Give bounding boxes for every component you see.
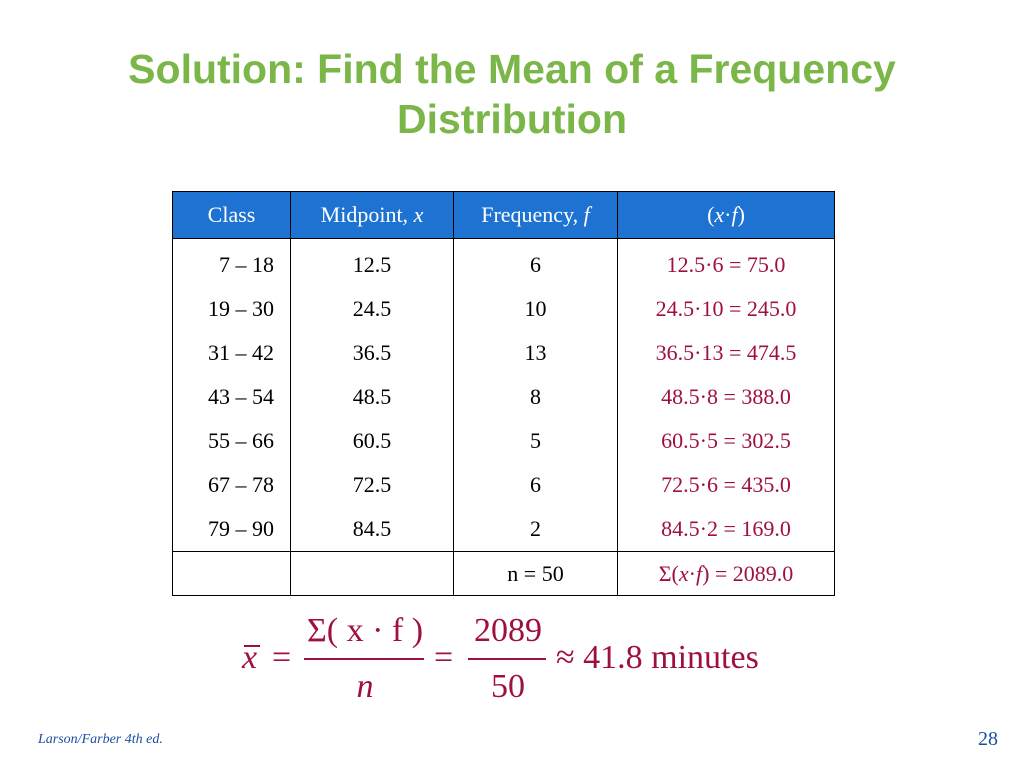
header-product-f: f	[731, 202, 738, 227]
page-number: 28	[978, 728, 998, 750]
cell-frequency: 13	[453, 331, 618, 375]
cell-frequency: 10	[453, 287, 618, 331]
mean-formula: x = Σ( x · f ) n = 2089 50 ≈ 41.8 minute…	[242, 612, 802, 712]
header-class: Class	[172, 191, 291, 239]
cell-empty	[290, 551, 454, 596]
cell-midpoint: 72.5	[290, 463, 454, 507]
cell-class: 79 – 90	[172, 507, 291, 552]
cell-frequency: 2	[453, 507, 618, 552]
table-header-row: Class Midpoint, x Frequency, f (x·f)	[172, 191, 835, 239]
sum-suffix: ) = 2089.0	[702, 560, 794, 586]
header-product-x: x	[714, 202, 725, 227]
table-row: 67 – 78 72.5 6 72.5·6 = 435.0	[172, 463, 835, 507]
cell-total-n: n = 50	[453, 551, 618, 596]
cell-class: 67 – 78	[172, 463, 291, 507]
cell-class: 31 – 42	[172, 331, 291, 375]
header-midpoint-var: x	[413, 202, 424, 227]
header-product-dot: ·	[724, 202, 732, 227]
header-product-open: (	[707, 202, 715, 227]
cell-class: 19 – 30	[172, 287, 291, 331]
cell-product: 24.5·10 = 245.0	[617, 287, 835, 331]
formula-fraction-bar-1	[304, 658, 424, 660]
cell-midpoint: 36.5	[290, 331, 454, 375]
formula-fraction-bar-2	[468, 658, 546, 660]
header-midpoint: Midpoint, x	[290, 191, 454, 239]
table-row: 43 – 54 48.5 8 48.5·8 = 388.0	[172, 375, 835, 419]
cell-class: 55 – 66	[172, 419, 291, 463]
cell-frequency: 8	[453, 375, 618, 419]
cell-midpoint: 48.5	[290, 375, 454, 419]
cell-frequency: 5	[453, 419, 618, 463]
cell-frequency: 6	[453, 463, 618, 507]
table-row: 31 – 42 36.5 13 36.5·13 = 474.5	[172, 331, 835, 375]
cell-product: 36.5·13 = 474.5	[617, 331, 835, 375]
cell-total-sum: Σ(x·f) = 2089.0	[617, 551, 835, 596]
cell-midpoint: 60.5	[290, 419, 454, 463]
sum-prefix: Σ(	[658, 560, 679, 586]
table-row: 7 – 18 12.5 6 12.5·6 = 75.0	[172, 238, 835, 287]
cell-product: 60.5·5 = 302.5	[617, 419, 835, 463]
header-midpoint-text: Midpoint,	[320, 202, 414, 227]
cell-frequency: 6	[453, 238, 618, 287]
header-product-close: )	[737, 202, 745, 227]
table-row: 55 – 66 60.5 5 60.5·5 = 302.5	[172, 419, 835, 463]
sum-x: x	[678, 560, 689, 586]
frequency-table: Class Midpoint, x Frequency, f (x·f) 7 –…	[172, 191, 835, 596]
cell-midpoint: 84.5	[290, 507, 454, 552]
formula-equals-2: =	[434, 639, 454, 676]
header-frequency-var: f	[583, 202, 590, 227]
formula-result: ≈ 41.8 minutes	[556, 639, 759, 676]
sum-dot: ·	[688, 560, 696, 586]
formula-numerator-2: 2089	[474, 612, 542, 649]
table-total-row: n = 50 Σ(x·f) = 2089.0	[172, 551, 835, 596]
cell-midpoint: 12.5	[290, 238, 454, 287]
table-row: 19 – 30 24.5 10 24.5·10 = 245.0	[172, 287, 835, 331]
cell-product: 12.5·6 = 75.0	[617, 238, 835, 287]
cell-product: 72.5·6 = 435.0	[617, 463, 835, 507]
formula-denominator-1: n	[356, 668, 374, 705]
header-product: (x·f)	[617, 191, 835, 239]
sum-f: f	[695, 560, 703, 586]
header-frequency-text: Frequency,	[481, 202, 584, 227]
cell-product: 48.5·8 = 388.0	[617, 375, 835, 419]
slide-title: Solution: Find the Mean of a Frequency D…	[40, 44, 984, 144]
formula-denominator-2: 50	[491, 668, 525, 705]
footer-credit: Larson/Farber 4th ed.	[38, 732, 163, 747]
slide-title-line2: Distribution	[396, 96, 628, 142]
formula-equals-1: =	[272, 639, 292, 676]
table-row: 79 – 90 84.5 2 84.5·2 = 169.0	[172, 507, 835, 552]
cell-class: 43 – 54	[172, 375, 291, 419]
cell-empty	[172, 551, 291, 596]
slide-title-line1: Solution: Find the Mean of a Frequency	[128, 46, 896, 92]
cell-midpoint: 24.5	[290, 287, 454, 331]
cell-product: 84.5·2 = 169.0	[617, 507, 835, 552]
header-frequency: Frequency, f	[453, 191, 618, 239]
formula-xbar: x	[242, 639, 261, 676]
formula-numerator-1: Σ( x · f )	[306, 612, 424, 649]
cell-class: 7 – 18	[172, 238, 291, 287]
